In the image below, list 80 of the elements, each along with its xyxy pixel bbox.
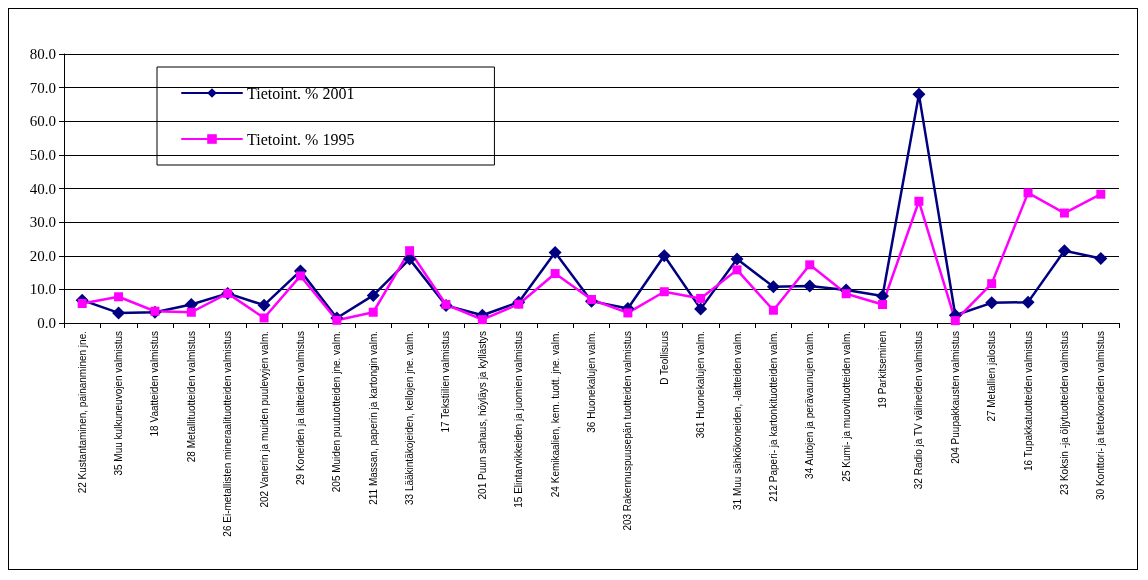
x-tick-label: 35 Muu kulkuneuvojen valmistus (113, 331, 125, 476)
point (696, 293, 706, 303)
x-tick-label: 202 Vanerin ja muiden puulevyjen valm. (258, 331, 270, 508)
point (114, 292, 124, 302)
x-tick-label: 26 Ei-metallisten mineraalituotteiden valmistus (222, 331, 234, 537)
x-tick-label: 28 Metallituotteiden valmistus (185, 331, 197, 463)
point (803, 279, 817, 293)
x-tick-label: 33 Lääkintäkojeiden, kellojen jne. valm. (404, 331, 416, 505)
y-tick-label: 70.0 (29, 79, 56, 96)
point (912, 87, 926, 101)
y-tick-label: 0.0 (37, 315, 56, 331)
x-tick-label: 23 Koksin -ja öljytuotteiden valmistus (1058, 331, 1070, 495)
point (77, 299, 87, 308)
point (548, 245, 562, 259)
legend-label: Tietoint. % 2001 (247, 84, 355, 102)
point (587, 294, 596, 304)
point (659, 287, 669, 297)
y-tick-label: 80.0 (29, 46, 56, 62)
point (332, 315, 342, 325)
x-tick-label: 29 Koneiden ja laitteiden valmistus (294, 331, 306, 485)
x-tick-label: D Teollisuus (658, 331, 670, 385)
point (550, 269, 560, 279)
x-tick-label: 32 Radio ja TV välineiden valmistus (913, 331, 925, 490)
point (514, 299, 524, 309)
point (623, 308, 633, 318)
point (1021, 295, 1035, 309)
x-tick-label: 15 Elintarvikkeiden ja juomien valmistus (513, 331, 525, 508)
point (950, 316, 960, 326)
point (295, 271, 305, 281)
point (732, 265, 742, 275)
point (405, 246, 415, 256)
x-tick-label: 17 Tekstiilien valmistus (440, 331, 452, 433)
x-tick-label: 18 Vaatteiden valmistus (149, 331, 161, 437)
point (987, 279, 997, 289)
x-tick-label: 24 Kemikaalien, kem. tuott. jne. valm. (549, 331, 561, 498)
y-tick-label: 30.0 (29, 214, 56, 231)
point (914, 196, 924, 206)
point (257, 298, 271, 312)
point (766, 280, 780, 294)
y-tick-label: 60.0 (29, 113, 56, 130)
legend-label: Tietoint. % 1995 (247, 130, 355, 148)
x-tick-label: 19 Parkitseminen (877, 331, 889, 409)
x-tick-label: 201 Puun sahaus, höyläys ja kyllästys (476, 331, 488, 500)
point (1023, 188, 1033, 198)
point (657, 249, 671, 263)
x-tick-label: 27 Metallien jalostus (986, 331, 998, 422)
x-tick-label: 361 Huonekalujen valm. (695, 331, 707, 439)
x-tick-label: 36 Huonekalujen valm. (586, 331, 597, 433)
x-tick-label: 25 Kumi- ja muovituotteiden valm. (840, 331, 852, 482)
point (186, 307, 196, 317)
x-tick-label: 204 Puupakkausten valmistus (949, 331, 961, 464)
x-tick-label: 212 Paperi- ja kartonkituotteiden valm. (767, 331, 779, 502)
y-tick-label: 20.0 (29, 247, 56, 264)
point (112, 306, 126, 320)
point (259, 313, 269, 323)
x-tick-label: 16 Tupakkatuotteiden valmistus (1022, 331, 1034, 472)
x-tick-label: 31 Muu sähkökoneiden, -laitteiden valm. (731, 331, 743, 510)
x-tick-label: 22 Kustantaminen, painanminen jne. (76, 331, 88, 494)
x-tick-label: 34 Autojen ja perävaunujen valm. (804, 331, 816, 479)
point (694, 302, 708, 316)
point (878, 300, 888, 310)
y-tick-label: 10.0 (29, 281, 56, 298)
point (477, 315, 487, 325)
point (985, 296, 999, 310)
x-tick-label: 203 Rakennuspuusepän tuotteiden valmistus (622, 331, 634, 531)
point (368, 307, 378, 317)
x-tick-label: 205 Muiden puutuotteiden jne. valm. (331, 331, 343, 493)
point (1096, 189, 1106, 199)
point (1059, 208, 1069, 218)
point (730, 252, 744, 266)
point (366, 288, 380, 302)
point (1057, 244, 1071, 258)
point (768, 305, 778, 315)
point (1094, 251, 1108, 265)
y-tick-label: 40.0 (29, 180, 56, 197)
point (841, 289, 851, 299)
y-tick-label: 50.0 (29, 146, 56, 163)
x-tick-label: 30 Konttori- ja tietokoneiden valmistus (1095, 331, 1107, 500)
x-tick-label: 211 Massan, paperin ja kartongin valm. (367, 331, 379, 505)
point (805, 260, 815, 270)
